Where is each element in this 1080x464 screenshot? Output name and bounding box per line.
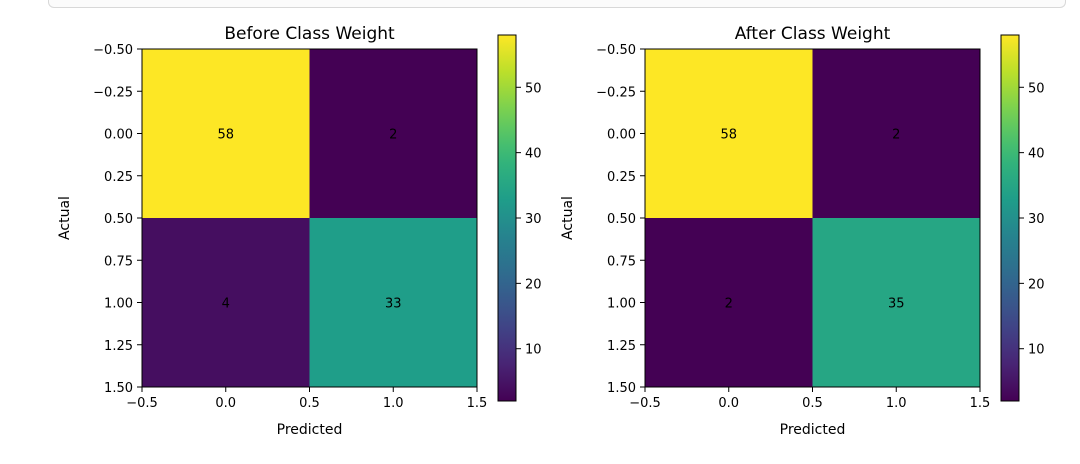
colorbar-tick-label: 50 xyxy=(525,81,542,96)
colorbar-tick-label: 10 xyxy=(1028,343,1045,358)
x-tick-label: 1.0 xyxy=(383,396,404,411)
x-tick-label: 0.0 xyxy=(718,396,739,411)
cell-value-label: 4 xyxy=(222,297,230,312)
colorbar-tick-label: 50 xyxy=(1028,81,1045,96)
heatmap-cell xyxy=(645,49,813,218)
colorbar-tick-label: 30 xyxy=(525,212,542,227)
colorbar-tick-label: 20 xyxy=(1028,277,1045,292)
cell-value-label: 58 xyxy=(720,128,737,143)
chart-panel-1: 58 2 4 33 −0.5 0.0 0.5 1.0 1.5 −0.50 −0.25 0.00 0.25… xyxy=(57,24,542,438)
x-tick-label: 0.0 xyxy=(215,396,236,411)
y-tick-label: 0.50 xyxy=(607,212,636,227)
cell-value-label: 35 xyxy=(888,297,905,312)
y-tick-label: 0.25 xyxy=(104,170,133,185)
y-tick-label: 1.25 xyxy=(104,339,133,354)
heatmap-cell xyxy=(645,218,813,387)
colorbar-tick-label: 10 xyxy=(525,343,542,358)
chart-panel-2: 58 2 2 35 −0.5 0.0 0.5 1.0 1.5 −0.50 −0.25 0.00 0.25… xyxy=(560,24,1045,438)
x-tick-label: 1.5 xyxy=(970,396,991,411)
y-axis-label: Actual xyxy=(57,196,73,240)
y-tick-label: 0.75 xyxy=(607,254,636,269)
colorbar-tick-label: 20 xyxy=(525,277,542,292)
x-tick-label: 1.5 xyxy=(467,396,488,411)
x-tick-label: 0.5 xyxy=(299,396,320,411)
cell-value-label: 58 xyxy=(217,128,234,143)
y-tick-label: 1.50 xyxy=(607,381,636,396)
y-tick-label: 0.75 xyxy=(104,254,133,269)
colorbar-tick-label: 40 xyxy=(1028,147,1045,162)
page-top-edge xyxy=(48,0,1066,8)
y-tick-label: 0.00 xyxy=(607,128,636,143)
y-tick-label: 0.25 xyxy=(607,170,636,185)
cell-value-label: 2 xyxy=(725,297,733,312)
y-tick-label: −0.25 xyxy=(93,85,133,100)
heatmap-cell xyxy=(309,49,477,218)
colorbar-tick-label: 30 xyxy=(1028,212,1045,227)
heatmap-cell xyxy=(142,218,310,387)
y-tick-label: 1.00 xyxy=(104,297,133,312)
y-tick-label: −0.50 xyxy=(596,43,636,58)
colorbar xyxy=(1000,34,1020,402)
x-tick-label: −0.5 xyxy=(629,396,661,411)
y-tick-label: 1.00 xyxy=(607,297,636,312)
chart-title: After Class Weight xyxy=(735,24,891,44)
colorbar-tick-label: 40 xyxy=(525,147,542,162)
y-tick-label: −0.25 xyxy=(596,85,636,100)
cell-value-label: 2 xyxy=(892,128,900,143)
heatmap-cell xyxy=(142,49,310,218)
heatmap-cell xyxy=(812,49,980,218)
y-tick-label: 1.50 xyxy=(104,381,133,396)
y-axis-label: Actual xyxy=(560,196,576,240)
colorbar xyxy=(497,34,517,402)
y-tick-label: 0.50 xyxy=(104,212,133,227)
y-tick-label: 1.25 xyxy=(607,339,636,354)
heatmap-cell xyxy=(309,218,477,387)
x-tick-label: 1.0 xyxy=(886,396,907,411)
cell-value-label: 2 xyxy=(389,128,397,143)
x-axis-label: Predicted xyxy=(780,422,846,438)
cell-value-label: 33 xyxy=(385,297,402,312)
x-axis-label: Predicted xyxy=(277,422,343,438)
y-tick-label: −0.50 xyxy=(93,43,133,58)
y-tick-label: 0.00 xyxy=(104,128,133,143)
heatmap-cell xyxy=(812,218,980,387)
x-tick-label: −0.5 xyxy=(126,396,158,411)
x-tick-label: 0.5 xyxy=(802,396,823,411)
chart-title: Before Class Weight xyxy=(224,24,395,44)
